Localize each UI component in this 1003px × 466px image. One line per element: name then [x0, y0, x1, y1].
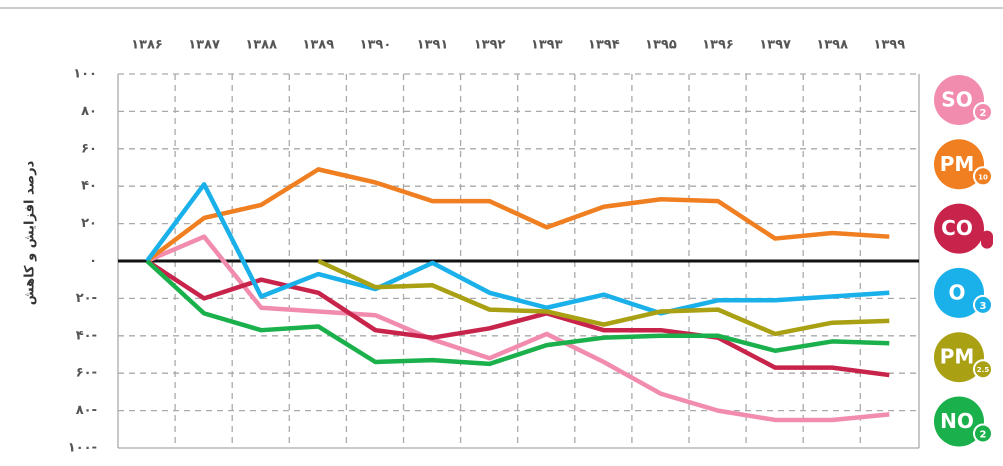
legend-sub-badge [973, 359, 993, 380]
series-line [145, 259, 890, 367]
y-tick-label: ۶۰- [76, 366, 97, 381]
legend-badge [934, 75, 984, 125]
series-line [145, 259, 890, 378]
x-tick-label: ۱۳۸۷ [188, 38, 220, 53]
x-tick-label: ۱۳۹۳ [531, 38, 563, 53]
series-line [317, 258, 890, 337]
series-line [146, 234, 890, 423]
x-tick-label: ۱۳۹۵ [645, 38, 677, 53]
legend-sub: 2.5 [977, 366, 990, 374]
legend-item: 2.5PM [934, 332, 993, 383]
legend-tab [981, 230, 993, 249]
legend-label: CO [941, 216, 973, 240]
y-tick-label: ۲۰- [76, 291, 97, 306]
y-tick-label: ۴۰ [81, 179, 97, 194]
legend-label: PM [940, 152, 975, 176]
x-tick-label: ۱۳۹۶ [702, 38, 734, 53]
legend-badge [934, 267, 984, 318]
legend-item: 2 SO [934, 75, 993, 125]
legend-item: 2 NO [934, 396, 993, 447]
legend-badge [934, 203, 984, 254]
legend-sub: 3 [980, 301, 987, 312]
legend-badge [934, 139, 984, 190]
x-tick-label: ۱۳۹۰ [360, 38, 392, 53]
legend-label: O [948, 280, 965, 304]
x-tick-label: ۱۳۹۱ [417, 38, 449, 53]
y-tick-label: ۴۰- [76, 328, 97, 343]
legend-badge [934, 396, 984, 447]
y-tick-label: ۸۰- [76, 403, 97, 418]
legend-item: CO [934, 203, 993, 254]
y-tick-label: ۲۰ [81, 216, 97, 231]
x-tick-label: ۱۳۸۹ [302, 38, 334, 53]
y-axis-label: درصد افزایش و کاهش [23, 160, 38, 305]
x-tick-label: ۱۳۹۹ [873, 38, 905, 53]
legend-label: PM [940, 345, 975, 369]
y-tick-label: ۱۰۰- [68, 441, 97, 456]
legend-label: NO [940, 409, 974, 433]
y-tick-label: ۶۰ [81, 141, 97, 156]
y-tick-label: ۸۰ [81, 104, 97, 119]
legend-sub-badge [973, 166, 993, 187]
series-line [145, 182, 890, 316]
legend-sub: 10 [978, 173, 988, 181]
legend-badge [934, 332, 984, 383]
x-tick-label: ۱۳۸۶ [131, 38, 163, 53]
series-line [145, 167, 890, 263]
legend-sub: 2 [980, 108, 987, 119]
x-tick-label: ۱۳۹۸ [816, 38, 848, 53]
y-tick-label: ۱۰۰ [73, 67, 97, 82]
legend-sub-badge [973, 423, 993, 444]
x-tick-label: ۱۳۹۴ [588, 38, 620, 53]
legend-label: SO [941, 88, 972, 112]
x-tick-label: ۱۳۹۷ [759, 38, 791, 53]
legend-sub: 2 [980, 430, 987, 441]
legend-sub-badge [973, 294, 993, 315]
legend-item: 3O [934, 267, 993, 318]
x-tick-label: ۱۳۹۲ [474, 38, 506, 53]
x-tick-label: ۱۳۸۸ [245, 38, 277, 53]
legend-sub-badge [973, 102, 993, 122]
y-tick-label: ۰ [89, 254, 97, 269]
